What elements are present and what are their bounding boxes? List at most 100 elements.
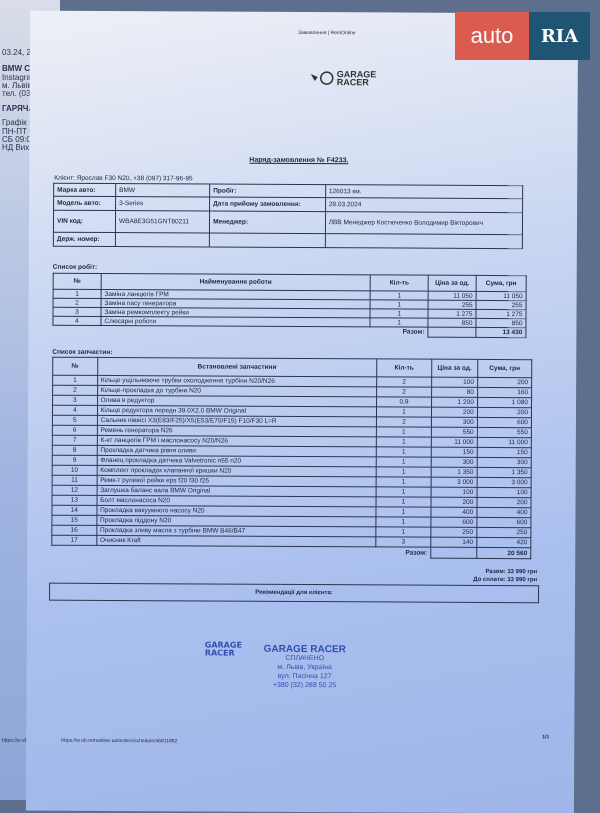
row-number: 10 [52, 465, 97, 476]
parts-table: № Встановлені запчастини Кіл-ть Ціна за од.… [51, 357, 532, 560]
row-number: 1 [53, 289, 102, 299]
quantity: 1 [375, 516, 431, 528]
order-title: Наряд-замовлення № F4233. [249, 156, 349, 165]
left-fragment: Графік робот [2, 118, 51, 127]
unit-price: 255 [428, 300, 477, 310]
total-label: Разом: [402, 328, 425, 336]
line-total: 300 [477, 457, 532, 468]
row-number: 2 [53, 298, 101, 308]
quantity: 1 [376, 406, 432, 418]
quantity: 1 [375, 526, 431, 538]
left-fragment: https://w eb.re [2, 738, 34, 744]
line-total: 200 [477, 377, 532, 388]
row-number: 11 [52, 475, 97, 486]
quantity: 1 [376, 446, 432, 458]
unit-price: 11 050 [428, 291, 477, 301]
quantity: 1 [376, 456, 432, 468]
quantity: 2 [376, 416, 432, 428]
line-total: 1 350 [476, 467, 532, 478]
line-total: 100 [476, 487, 532, 498]
line-total: 850 [475, 318, 526, 328]
stamp-logo: GARAGE RACER [204, 640, 242, 658]
amount-to-pay: До сплати: 33 990 грн [473, 576, 538, 584]
row-number: 12 [52, 485, 97, 496]
row-number: 9 [52, 455, 97, 466]
unit-price: 11 000 [431, 437, 478, 448]
vehicle-info-table: Марка авто: BMW Пробіг: 126013 км. Модель а… [53, 183, 523, 249]
line-total: 255 [476, 300, 527, 310]
left-fragment: 03.24, 21:39 [2, 48, 47, 57]
row-number: 16 [51, 525, 97, 536]
row-number: 2 [52, 385, 98, 396]
recommendations-box: Рекомендації для клієнта: [49, 582, 540, 604]
left-fragment: НД Вихід [2, 143, 36, 152]
print-title: Замовлення | RemOnline [297, 29, 356, 37]
autoria-watermark: auto RIA [455, 12, 590, 60]
quantity: 2 [376, 376, 432, 388]
works-section-title: Список робіт: [52, 263, 98, 271]
unit-price: 300 [431, 457, 478, 468]
unit-price: 80 [431, 387, 478, 398]
line-total: 1 275 [476, 309, 527, 319]
parts-section-title: Список запчастин: [52, 348, 113, 357]
row-number: 7 [52, 435, 97, 446]
row-number: 4 [52, 316, 101, 326]
quantity: 1 [370, 290, 429, 301]
quantity: 1 [376, 476, 432, 488]
unit-price: 1 350 [431, 467, 478, 478]
grand-total: Разом: 33 990 грн [485, 568, 538, 576]
paid-stamp: GARAGE RACER СПЛАЧЕНО м. Львів, Україна … [263, 643, 346, 690]
line-total: 3 000 [476, 477, 532, 488]
unit-price: 1 200 [431, 397, 478, 408]
page-number: 1/1 [542, 734, 550, 741]
unit-price: 550 [431, 427, 478, 438]
logo-icon [310, 71, 334, 85]
row-number: 3 [52, 395, 98, 406]
quantity: 3 [375, 536, 431, 548]
works-table: № Найменування роботи Кіл-ть Ціна за од. Сум… [52, 273, 527, 338]
line-total: 160 [477, 387, 532, 398]
line-total: 600 [477, 417, 532, 428]
quantity: 2 [376, 386, 432, 398]
left-fragment: СБ 09:00 [2, 135, 36, 144]
quantity: 0,9 [376, 396, 432, 408]
unit-price: 140 [430, 537, 477, 548]
unit-price: 600 [430, 517, 477, 528]
line-total: 600 [476, 517, 531, 528]
total-value: 13 430 [475, 327, 526, 338]
line-total: 550 [477, 427, 532, 438]
quantity: 1 [370, 317, 429, 328]
left-fragment: тел. (032) 288 [2, 89, 54, 98]
client-info: Клієнт: Ярослав F30 N20, +38 (097) 317-9… [54, 174, 193, 183]
unit-price: 200 [430, 497, 477, 508]
quantity: 1 [370, 299, 429, 310]
row-number: 6 [52, 425, 98, 436]
line-total: 11 050 [476, 291, 527, 301]
total-label: Разом: [405, 549, 428, 557]
unit-price: 850 [428, 318, 477, 328]
garage-racer-logo: GARAGE RACER [310, 69, 379, 87]
total-value: 20 560 [476, 547, 531, 559]
unit-price: 250 [430, 527, 477, 538]
quantity: 1 [375, 506, 431, 518]
quantity: 1 [375, 496, 432, 508]
quantity: 1 [375, 486, 432, 498]
row-number: 17 [51, 535, 97, 546]
line-total: 1 080 [477, 397, 532, 408]
row-number: 3 [52, 307, 101, 317]
unit-price: 3 000 [431, 477, 477, 488]
row-number: 8 [52, 445, 97, 456]
line-total: 250 [476, 527, 531, 538]
unit-price: 200 [431, 407, 478, 418]
line-total: 200 [476, 497, 532, 508]
row-number: 5 [52, 415, 98, 426]
unit-price: 100 [431, 377, 478, 388]
quantity: 1 [376, 466, 432, 478]
unit-price: 400 [430, 507, 477, 518]
unit-price: 1 275 [428, 309, 477, 319]
quantity: 1 [370, 308, 429, 319]
unit-price: 300 [431, 417, 478, 428]
footer-url: https://w eb.remonline.ua/orders/schedul… [61, 737, 178, 745]
unit-price: 100 [431, 487, 477, 498]
row-number: 15 [51, 515, 97, 526]
